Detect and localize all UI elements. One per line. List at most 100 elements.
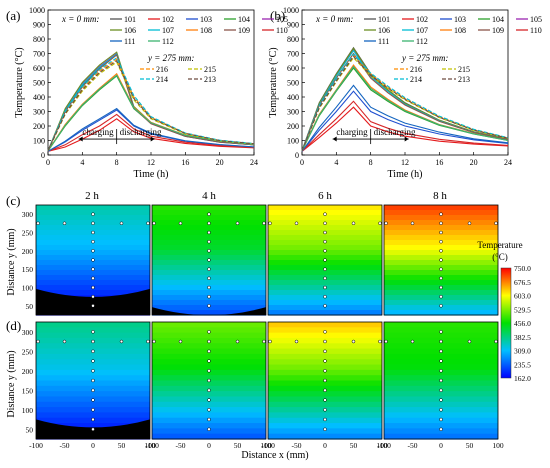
contour-c-panel-4h (151, 204, 267, 316)
line-chart-a: 0 4 8 12 16 20 24 0 100 200 300 400 500 600 700 800 900 1… (14, 6, 288, 180)
contour-d-band (36, 401, 150, 408)
contour-c-y-tick-label: 100 (22, 284, 34, 293)
contour-c-sensor-marker (91, 249, 95, 253)
contour-d-frame (151, 321, 267, 440)
contour-c-sensor-marker (439, 267, 443, 271)
contour-d-x-tick-label: 50 (466, 441, 474, 450)
contour-c-panel-8h (383, 204, 499, 316)
chart-a-legend-label-104: 104 (238, 15, 250, 24)
contour-d-sensor-marker (91, 330, 95, 334)
contour-d-sensor-marker (91, 349, 95, 354)
contour-d-sensor-marker (439, 369, 443, 373)
chart-b-series-213 (301, 55, 509, 152)
chart-b-series-103 (301, 90, 509, 152)
contour-c-band (152, 245, 266, 251)
chart-a-annotation-discharging: discharging (120, 127, 162, 137)
contour-d-sensor-marker (207, 378, 211, 383)
contour-c-sensor-marker (207, 294, 211, 299)
contour-d-x-tick-label: -50 (292, 441, 302, 450)
chart-a-legend-label-107: 107 (162, 26, 174, 35)
contour-d-band (36, 412, 150, 419)
contour-c-sensor-marker (91, 267, 95, 271)
contour-d-band (36, 380, 150, 387)
colorbar-tick-label: 750.0 (514, 264, 531, 273)
contour-c-panel-6h (267, 204, 383, 316)
contour-c-band (384, 250, 498, 256)
contour-c-band (384, 245, 498, 251)
chart-b-legend-label-110: 110 (530, 26, 542, 35)
chart-b-x-tick-label: 12 (401, 158, 409, 167)
colorbar-gradient (500, 267, 512, 379)
contour-c-band (268, 300, 382, 306)
contour-d-sensor-marker (207, 388, 211, 393)
contour-c-frame (383, 204, 499, 316)
chart-b-y-tick-label: 500 (287, 79, 299, 88)
contour-d-sensor-marker (323, 398, 327, 402)
contour-d-band (384, 322, 498, 328)
chart-a-y-tick-label: 500 (33, 79, 45, 88)
chart-a-annotation-charging: charging (82, 127, 114, 137)
contour-d-sensor-marker (36, 339, 40, 344)
contour-c-sensor-marker (207, 212, 211, 216)
panel-label-c: (c) (6, 193, 20, 208)
contour-c-sensor-marker (323, 294, 327, 299)
contour-d-sensor-marker (323, 417, 327, 422)
contour-c-band (36, 225, 150, 231)
contour-d-sensor-marker (268, 339, 272, 344)
contour-c-band (384, 280, 498, 286)
contour-d-sensor-marker (235, 339, 240, 344)
contour-d-panel-6h: -100 -50 0 50 100 (261, 321, 388, 450)
contour-c-sensor-marker (91, 258, 95, 262)
contour-c-frame (35, 204, 151, 316)
time-label-8h: 8 h (433, 190, 447, 202)
contour-d-sensor-marker (91, 388, 95, 393)
contour-d-sensor-marker (323, 388, 327, 393)
contour-c-band (384, 215, 498, 221)
chart-a-legend-label-102: 102 (162, 15, 174, 24)
chart-a-x-tick-label: 16 (181, 158, 189, 167)
contour-c-band (384, 255, 498, 261)
chart-b-legend-title-y: y = 275 mm: (401, 53, 448, 63)
panel-label-d: (d) (6, 318, 21, 333)
contour-c-sensor-marker (323, 304, 327, 308)
contour-c-sensor-marker (323, 276, 327, 281)
contour-d-x-tick-label: -100 (261, 441, 275, 450)
chart-a-legend-label-215: 215 (204, 65, 216, 74)
contour-c-sensor-marker (439, 239, 443, 244)
contour-d-sensor-marker (207, 408, 211, 412)
contour-d-x-tick-label: -50 (408, 441, 418, 450)
contour-c-sensor-marker (268, 221, 272, 226)
contour-c-sensor-marker (323, 258, 327, 262)
contour-d-band (268, 375, 382, 382)
chart-a-legend-label-106: 106 (124, 26, 136, 35)
chart-b-legend-label-213: 213 (458, 75, 470, 84)
contour-c-sensor-marker (378, 221, 382, 226)
contour-d-x-tick-label: -100 (145, 441, 159, 450)
chart-b-y-tick-label: 400 (287, 93, 299, 102)
contour-d-sensor-marker (439, 339, 443, 344)
contour-d-sensor-marker (323, 359, 327, 363)
contour-c-band (384, 305, 498, 311)
contour-c-band (152, 310, 266, 316)
contour-d-band (152, 401, 266, 408)
chart-b-legend-label-112: 112 (416, 37, 428, 46)
chart-a-legend-label-112: 112 (162, 37, 174, 46)
colorbar-ticks: 750.0 676.5 603.0 529.5 456.0 382.5 309.0 235.5… (514, 264, 531, 383)
chart-b-x-tick-label: 20 (470, 158, 478, 167)
chart-a-x-tick-label: 4 (80, 158, 84, 167)
contour-c-sensor-marker (62, 221, 67, 226)
contour-d-sensor-marker (439, 417, 443, 422)
colorbar-tick-label: 456.0 (514, 319, 531, 328)
chart-b-y-tick-label: 200 (287, 122, 299, 131)
chart-b-legend-label-215: 215 (458, 65, 470, 74)
contour-d-x-tick-label: 100 (144, 441, 156, 450)
contour-c-sensor-marker (323, 267, 327, 271)
contour-c-band (152, 255, 266, 261)
contour-d-band (152, 364, 266, 371)
contour-c-sensor-marker (152, 221, 156, 226)
chart-b-legend-label-107: 107 (416, 26, 428, 35)
contour-c-band (152, 280, 266, 286)
chart-b-x-axis-label: Time (h) (388, 169, 423, 180)
contour-c-band (152, 260, 266, 266)
chart-a-x-tick-label: 24 (250, 158, 258, 167)
